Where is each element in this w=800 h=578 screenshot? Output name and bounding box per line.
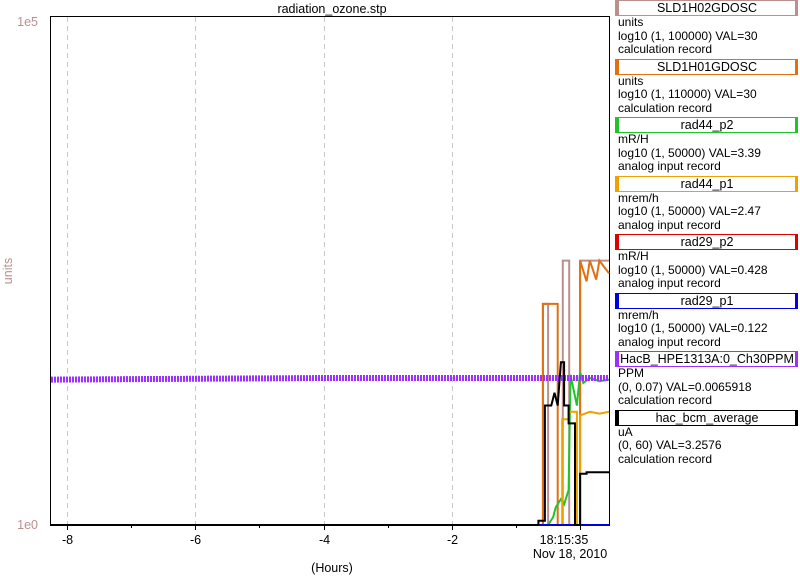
plot-area [50, 16, 610, 526]
x-tick-label: -6 [190, 533, 201, 547]
y-tick-label-bottom: 1e0 [17, 518, 38, 532]
legend-range: log10 (1, 110000) VAL=30 [618, 87, 757, 101]
legend-units: uA [618, 424, 633, 439]
legend-units: units [618, 15, 644, 29]
legend-units: mR/H [618, 132, 649, 146]
x-tick-label: -4 [319, 533, 330, 547]
legend-entry: rad29_p1 mrem/h log10 (1, 50000) VAL=0.1… [614, 292, 800, 350]
x-axis-label: (Hours) [311, 561, 353, 575]
x-tick-label: -8 [62, 533, 73, 547]
legend-entry: hac_bcm_average uA (0, 60) VAL=3.2576 ca… [614, 409, 800, 467]
series-line-rad44-p1 [51, 410, 610, 526]
x-end-date-label: Nov 18, 2010 [533, 547, 607, 561]
legend-entry: SLD1H01GDOSC units log10 (1, 110000) VAL… [614, 58, 800, 116]
legend-entry: HacB_HPE1313A:0_Ch30PPM PPM (0, 0.07) VA… [614, 351, 800, 408]
legend-trace-button[interactable]: rad29_p1 [615, 292, 798, 309]
series-group [50, 258, 610, 526]
legend-units: mrem/h [618, 307, 659, 322]
legend-trace-button[interactable]: rad44_p1 [615, 175, 798, 192]
legend-trace-button[interactable]: rad44_p2 [615, 117, 798, 133]
x-tick-label: -2 [447, 533, 458, 547]
y-tick-label-top: 1e5 [17, 15, 38, 29]
legend-units: mR/H [618, 249, 649, 263]
legend-entry: rad44_p2 mR/H log10 (1, 50000) VAL=3.39 … [614, 117, 800, 174]
y-axis-label: units [1, 258, 15, 284]
legend-record: calculation record [618, 393, 713, 407]
x-end-time-label: 18:15:35 [540, 533, 589, 547]
legend-range: log10 (1, 50000) VAL=2.47 [618, 204, 761, 218]
x-ticks: -8 -6 -4 -2 [62, 525, 581, 547]
legend-record: analog input record [618, 159, 721, 173]
legend-range: log10 (1, 100000) VAL=30 [618, 28, 758, 43]
series-line-sld1h01gdosc [51, 258, 610, 526]
legend-range: (0, 60) VAL=3.2576 [618, 438, 722, 452]
legend-range: log10 (1, 50000) VAL=3.39 [618, 145, 761, 160]
legend-trace-button[interactable]: rad29_p2 [615, 234, 798, 250]
legend-record: analog input record [618, 217, 721, 232]
series-line-hacb-hpe1313a-0-ch30ppm [50, 375, 609, 383]
legend-entry: rad44_p1 mrem/h log10 (1, 50000) VAL=2.4… [614, 175, 800, 233]
legend-entry: SLD1H02GDOSC units log10 (1, 100000) VAL… [614, 0, 800, 57]
legend-record: analog input record [618, 276, 721, 290]
series-line-hac-bcm-average [51, 361, 609, 526]
legend-trace-button[interactable]: HacB_HPE1313A:0_Ch30PPM [615, 351, 798, 367]
legend-trace-button[interactable]: SLD1H01GDOSC [615, 58, 798, 75]
legend-record: calculation record [618, 451, 713, 466]
legend-record: calculation record [618, 42, 713, 56]
legend: SLD1H02GDOSC units log10 (1, 100000) VAL… [614, 0, 800, 468]
legend-trace-button[interactable]: hac_bcm_average [615, 409, 798, 426]
legend-units: units [618, 73, 644, 88]
legend-range: log10 (1, 50000) VAL=0.428 [618, 262, 768, 277]
chart-title: radiation_ozone.stp [277, 2, 386, 16]
legend-entry: rad29_p2 mR/H log10 (1, 50000) VAL=0.428… [614, 234, 800, 291]
grid-lines [67, 17, 453, 525]
legend-range: (0, 0.07) VAL=0.0065918 [618, 379, 752, 394]
legend-units: mrem/h [618, 190, 659, 205]
legend-record: analog input record [618, 334, 721, 349]
legend-units: PPM [618, 366, 645, 380]
legend-range: log10 (1, 50000) VAL=0.122 [618, 321, 768, 335]
legend-record: calculation record [618, 100, 713, 115]
legend-trace-button[interactable]: SLD1H02GDOSC [615, 0, 798, 16]
